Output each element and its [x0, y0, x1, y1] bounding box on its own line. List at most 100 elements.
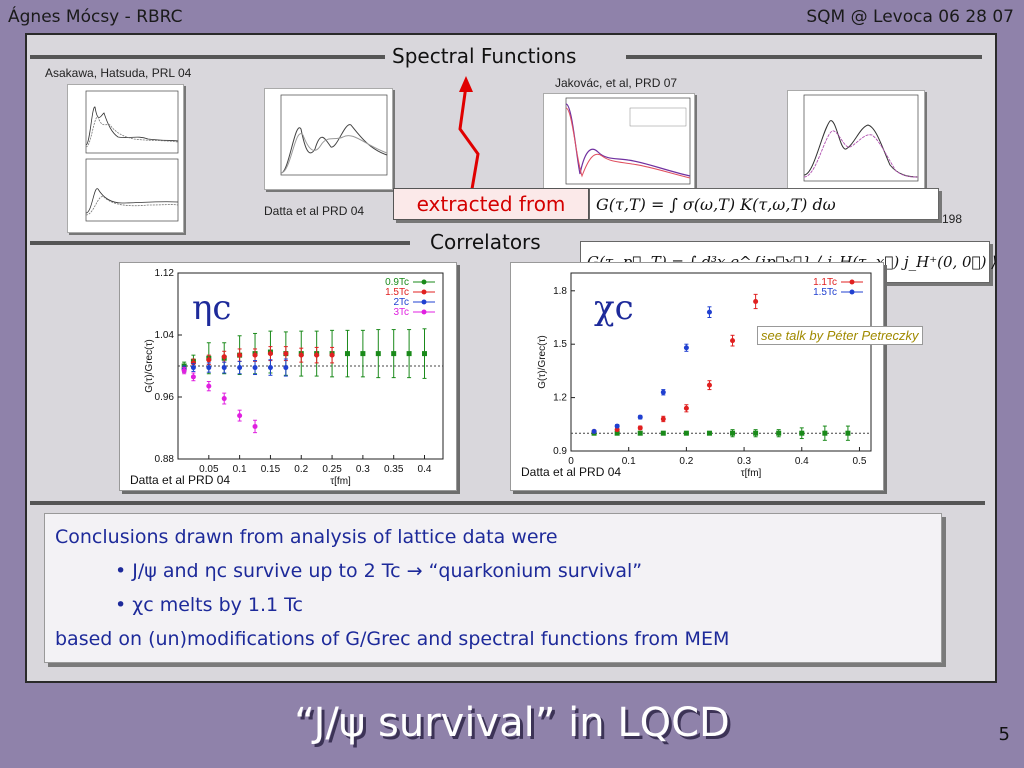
y-tick-label: 0.88 — [155, 454, 175, 465]
spectral-plot-jakovac-svg — [565, 97, 691, 185]
chi-c-label: χc — [594, 288, 634, 328]
cite-198: 198 — [942, 212, 963, 226]
data-point — [252, 423, 258, 429]
x-tick-label: 0.15 — [261, 464, 281, 475]
chi-c-chart: 0 0.1 0.2 0.3 0.4 0.5 0.9 1.2 1.5 1.8 τ[fm] G(τ)/Gr… — [521, 272, 872, 479]
y-tick-label: 1.12 — [155, 268, 175, 279]
data-point — [422, 351, 428, 357]
data-point — [391, 351, 397, 357]
y-axis-label: G(τ)/Grec(τ) — [537, 335, 548, 388]
spectral-plot-asakawa — [67, 84, 184, 233]
conclusion-intro: Conclusions drawn from analysis of latti… — [55, 526, 558, 548]
spectral-plot-asakawa-svg — [85, 90, 179, 222]
x-tick-label: 0.1 — [233, 464, 247, 475]
spectral-plot-fourth-svg — [803, 94, 919, 182]
x-tick-label: 0.05 — [199, 464, 219, 475]
legend-entry: 3Tc — [393, 307, 409, 318]
data-point — [298, 352, 304, 358]
data-point — [360, 351, 366, 357]
x-tick-label: 0.2 — [679, 456, 693, 467]
x-axis-label: τ[fm] — [741, 468, 762, 479]
data-point — [753, 430, 759, 436]
y-tick-label: 0.96 — [155, 392, 175, 403]
data-point — [221, 396, 227, 402]
data-point — [237, 365, 243, 371]
data-point — [221, 354, 227, 360]
conclusions-box: Conclusions drawn from analysis of latti… — [44, 513, 942, 663]
x-tick-label: 0.3 — [737, 456, 751, 467]
x-tick-label: 0.1 — [622, 456, 636, 467]
data-point — [206, 383, 212, 389]
legend-entry: 1.5Tc — [385, 287, 409, 298]
eta-c-chart: 0.05 0.1 0.15 0.2 0.25 0.3 0.35 0.4 0.88 0.96 1.04… — [130, 268, 444, 487]
data-point — [283, 365, 289, 371]
data-point — [753, 298, 759, 304]
legend-marker — [849, 289, 855, 295]
data-point — [375, 351, 381, 357]
legend-marker — [421, 299, 427, 305]
data-point — [776, 430, 782, 436]
cite-jakovac: Jakovác, et al, PRD 07 — [555, 76, 678, 90]
legend-entry: 1.5Tc — [813, 287, 837, 298]
red-arrow — [458, 76, 480, 190]
plot-frame — [570, 272, 872, 452]
spectral-formula: G(τ,T) = ∫ σ(ω,T) K(τ,ω,T) dω — [589, 188, 939, 220]
data-point — [181, 368, 187, 374]
data-point — [206, 365, 212, 371]
data-point — [683, 430, 689, 436]
legend-entry: 0.9Tc — [385, 277, 409, 288]
conclusion-basis: based on (un)modifications of G/Grec and… — [55, 628, 730, 650]
data-point — [314, 352, 320, 358]
chi-c-plot-card: 0 0.1 0.2 0.3 0.4 0.5 0.9 1.2 1.5 1.8 τ[fm] G(τ)/Gr… — [510, 262, 884, 491]
cite-datta-top: Datta et al PRD 04 — [264, 204, 365, 218]
data-point — [683, 345, 689, 351]
data-point — [206, 357, 212, 363]
divider-top-left — [30, 55, 385, 59]
y-tick-label: 1.8 — [553, 286, 567, 297]
spectral-plot-datta-svg — [280, 94, 388, 176]
data-point — [221, 365, 227, 371]
x-tick-label: 0.4 — [795, 456, 809, 467]
data-point — [252, 352, 258, 358]
header-left: Ágnes Mócsy - RBRC — [8, 7, 183, 27]
data-point — [660, 389, 666, 395]
data-point — [730, 338, 736, 344]
data-point — [252, 365, 258, 371]
data-point — [237, 352, 243, 358]
data-point — [637, 430, 643, 436]
legend-entry: 1.1Tc — [813, 277, 837, 288]
eta-c-plot-card: 0.05 0.1 0.15 0.2 0.25 0.3 0.35 0.4 0.88 0.96 1.04… — [119, 262, 457, 491]
data-point — [799, 430, 805, 436]
data-point — [660, 416, 666, 422]
legend-marker — [421, 279, 427, 285]
data-point — [822, 430, 828, 436]
data-point — [637, 414, 643, 420]
data-point — [845, 430, 851, 436]
spectral-plot-fourth — [787, 90, 925, 192]
data-point — [267, 365, 273, 371]
x-tick-label: 0.3 — [356, 464, 370, 475]
legend-marker — [421, 309, 427, 315]
page-number: 5 — [998, 724, 1010, 745]
x-tick-label: 0.35 — [384, 464, 404, 475]
data-point — [237, 413, 243, 419]
eta-c-label: ηc — [192, 288, 232, 328]
y-tick-label: 1.04 — [155, 330, 175, 341]
section-title-spectral: Spectral Functions — [388, 44, 581, 68]
y-axis-label: G(τ)/Grec(τ) — [144, 339, 155, 392]
slide-title: “J/ψ survival” in LQCD — [294, 700, 730, 746]
data-point — [706, 382, 712, 388]
spectral-plot-jakovac — [543, 93, 695, 195]
data-point — [267, 351, 273, 357]
talk-note: see talk by Péter Petreczky — [757, 326, 923, 345]
x-axis-label: τ[fm] — [330, 476, 351, 487]
conclusion-bullet-1: • J/ψ and ηc survive up to 2 Tc → “quark… — [115, 560, 643, 582]
data-point — [591, 428, 597, 434]
chart-citation: Datta et al PRD 04 — [130, 473, 230, 487]
section-title-correlators: Correlators — [426, 230, 545, 254]
data-point — [683, 405, 689, 411]
data-point — [283, 351, 289, 357]
data-point — [344, 351, 350, 357]
cite-asakawa: Asakawa, Hatsuda, PRL 04 — [45, 66, 192, 80]
legend-entry: 2Tc — [393, 297, 409, 308]
